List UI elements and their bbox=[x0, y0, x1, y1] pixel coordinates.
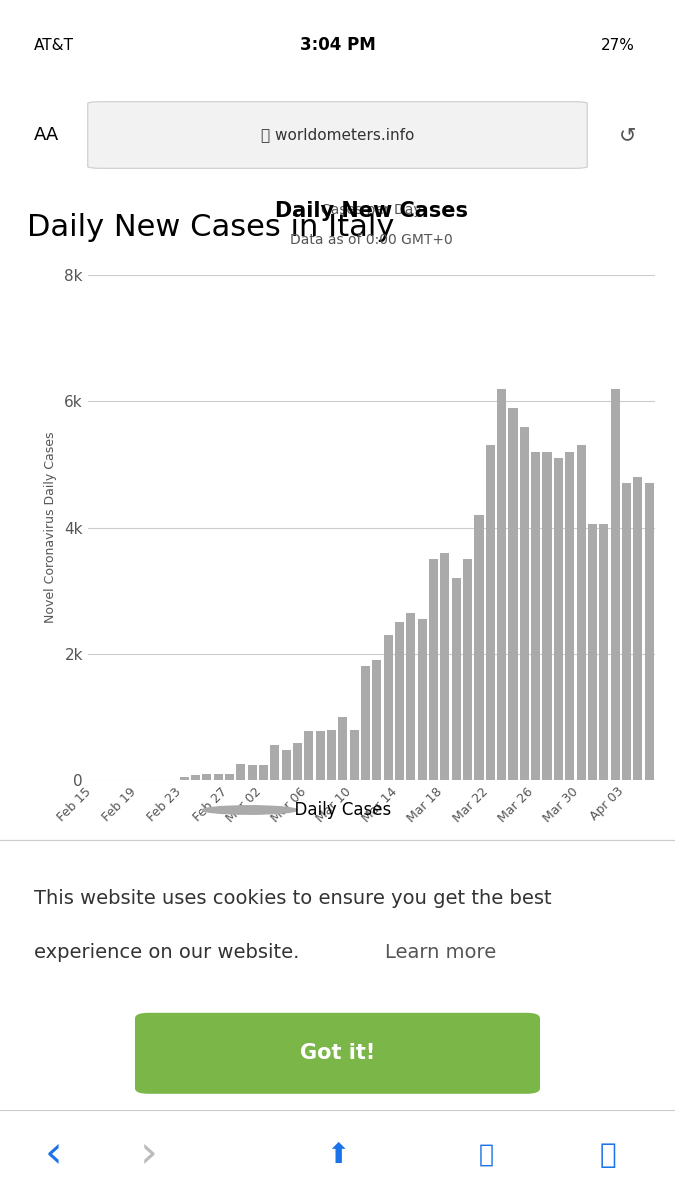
Text: experience on our website.: experience on our website. bbox=[34, 943, 299, 961]
Bar bbox=[383, 635, 393, 780]
Bar bbox=[395, 622, 404, 780]
Text: Learn more: Learn more bbox=[385, 943, 496, 961]
Text: 🔒 worldometers.info: 🔒 worldometers.info bbox=[261, 127, 414, 143]
Bar bbox=[293, 743, 302, 780]
Bar bbox=[486, 445, 495, 780]
Bar bbox=[429, 559, 438, 780]
Bar bbox=[338, 716, 348, 780]
Bar bbox=[565, 451, 574, 780]
Text: AT&T: AT&T bbox=[34, 37, 74, 53]
Circle shape bbox=[202, 806, 297, 814]
Bar bbox=[508, 408, 518, 780]
Bar bbox=[622, 484, 631, 780]
Bar bbox=[452, 578, 461, 780]
Bar bbox=[191, 775, 200, 780]
Text: Got it!: Got it! bbox=[300, 1043, 375, 1063]
Text: Cases per Day: Cases per Day bbox=[321, 203, 422, 217]
Text: 27%: 27% bbox=[601, 37, 634, 53]
Text: ‹: ‹ bbox=[45, 1134, 63, 1176]
Bar bbox=[610, 389, 620, 780]
Bar bbox=[361, 666, 370, 780]
Bar bbox=[316, 731, 325, 780]
Bar bbox=[463, 559, 472, 780]
Bar bbox=[440, 553, 450, 780]
Bar bbox=[645, 484, 653, 780]
Text: Data as of 0:00 GMT+0: Data as of 0:00 GMT+0 bbox=[290, 233, 453, 247]
Text: ⧈: ⧈ bbox=[599, 1141, 616, 1169]
Bar bbox=[554, 458, 563, 780]
Text: ⬆: ⬆ bbox=[326, 1141, 349, 1169]
Bar bbox=[531, 451, 540, 780]
Bar bbox=[236, 764, 246, 780]
Bar bbox=[497, 389, 506, 780]
Bar bbox=[202, 774, 211, 780]
Text: ›: › bbox=[140, 1134, 157, 1176]
Bar bbox=[327, 730, 336, 780]
Bar bbox=[213, 774, 223, 780]
Bar bbox=[350, 730, 359, 780]
Bar bbox=[588, 524, 597, 780]
Bar bbox=[259, 764, 268, 780]
Bar bbox=[543, 451, 551, 780]
Bar bbox=[418, 619, 427, 780]
FancyBboxPatch shape bbox=[135, 1013, 540, 1094]
Bar bbox=[304, 731, 313, 780]
Bar bbox=[520, 426, 529, 780]
Text: Daily Cases: Daily Cases bbox=[284, 802, 391, 818]
Bar bbox=[180, 776, 189, 780]
Bar bbox=[475, 515, 483, 780]
Bar bbox=[576, 445, 586, 780]
Text: This website uses cookies to ensure you get the best: This website uses cookies to ensure you … bbox=[34, 888, 551, 907]
Bar bbox=[633, 476, 643, 780]
Bar bbox=[248, 764, 256, 780]
Bar bbox=[406, 613, 416, 780]
Bar bbox=[599, 524, 608, 780]
Text: 3:04 PM: 3:04 PM bbox=[300, 36, 375, 54]
Bar bbox=[225, 774, 234, 780]
Text: Daily New Cases in Italy: Daily New Cases in Italy bbox=[27, 214, 394, 242]
Text: AA: AA bbox=[34, 126, 59, 144]
Text: 📖: 📖 bbox=[479, 1142, 493, 1166]
Bar bbox=[281, 750, 291, 780]
Y-axis label: Novel Coronavirus Daily Cases: Novel Coronavirus Daily Cases bbox=[45, 432, 57, 623]
Title: Daily New Cases: Daily New Cases bbox=[275, 200, 468, 221]
Bar bbox=[373, 660, 381, 780]
FancyBboxPatch shape bbox=[88, 102, 587, 168]
Text: ↺: ↺ bbox=[619, 125, 637, 145]
Bar bbox=[270, 745, 279, 780]
